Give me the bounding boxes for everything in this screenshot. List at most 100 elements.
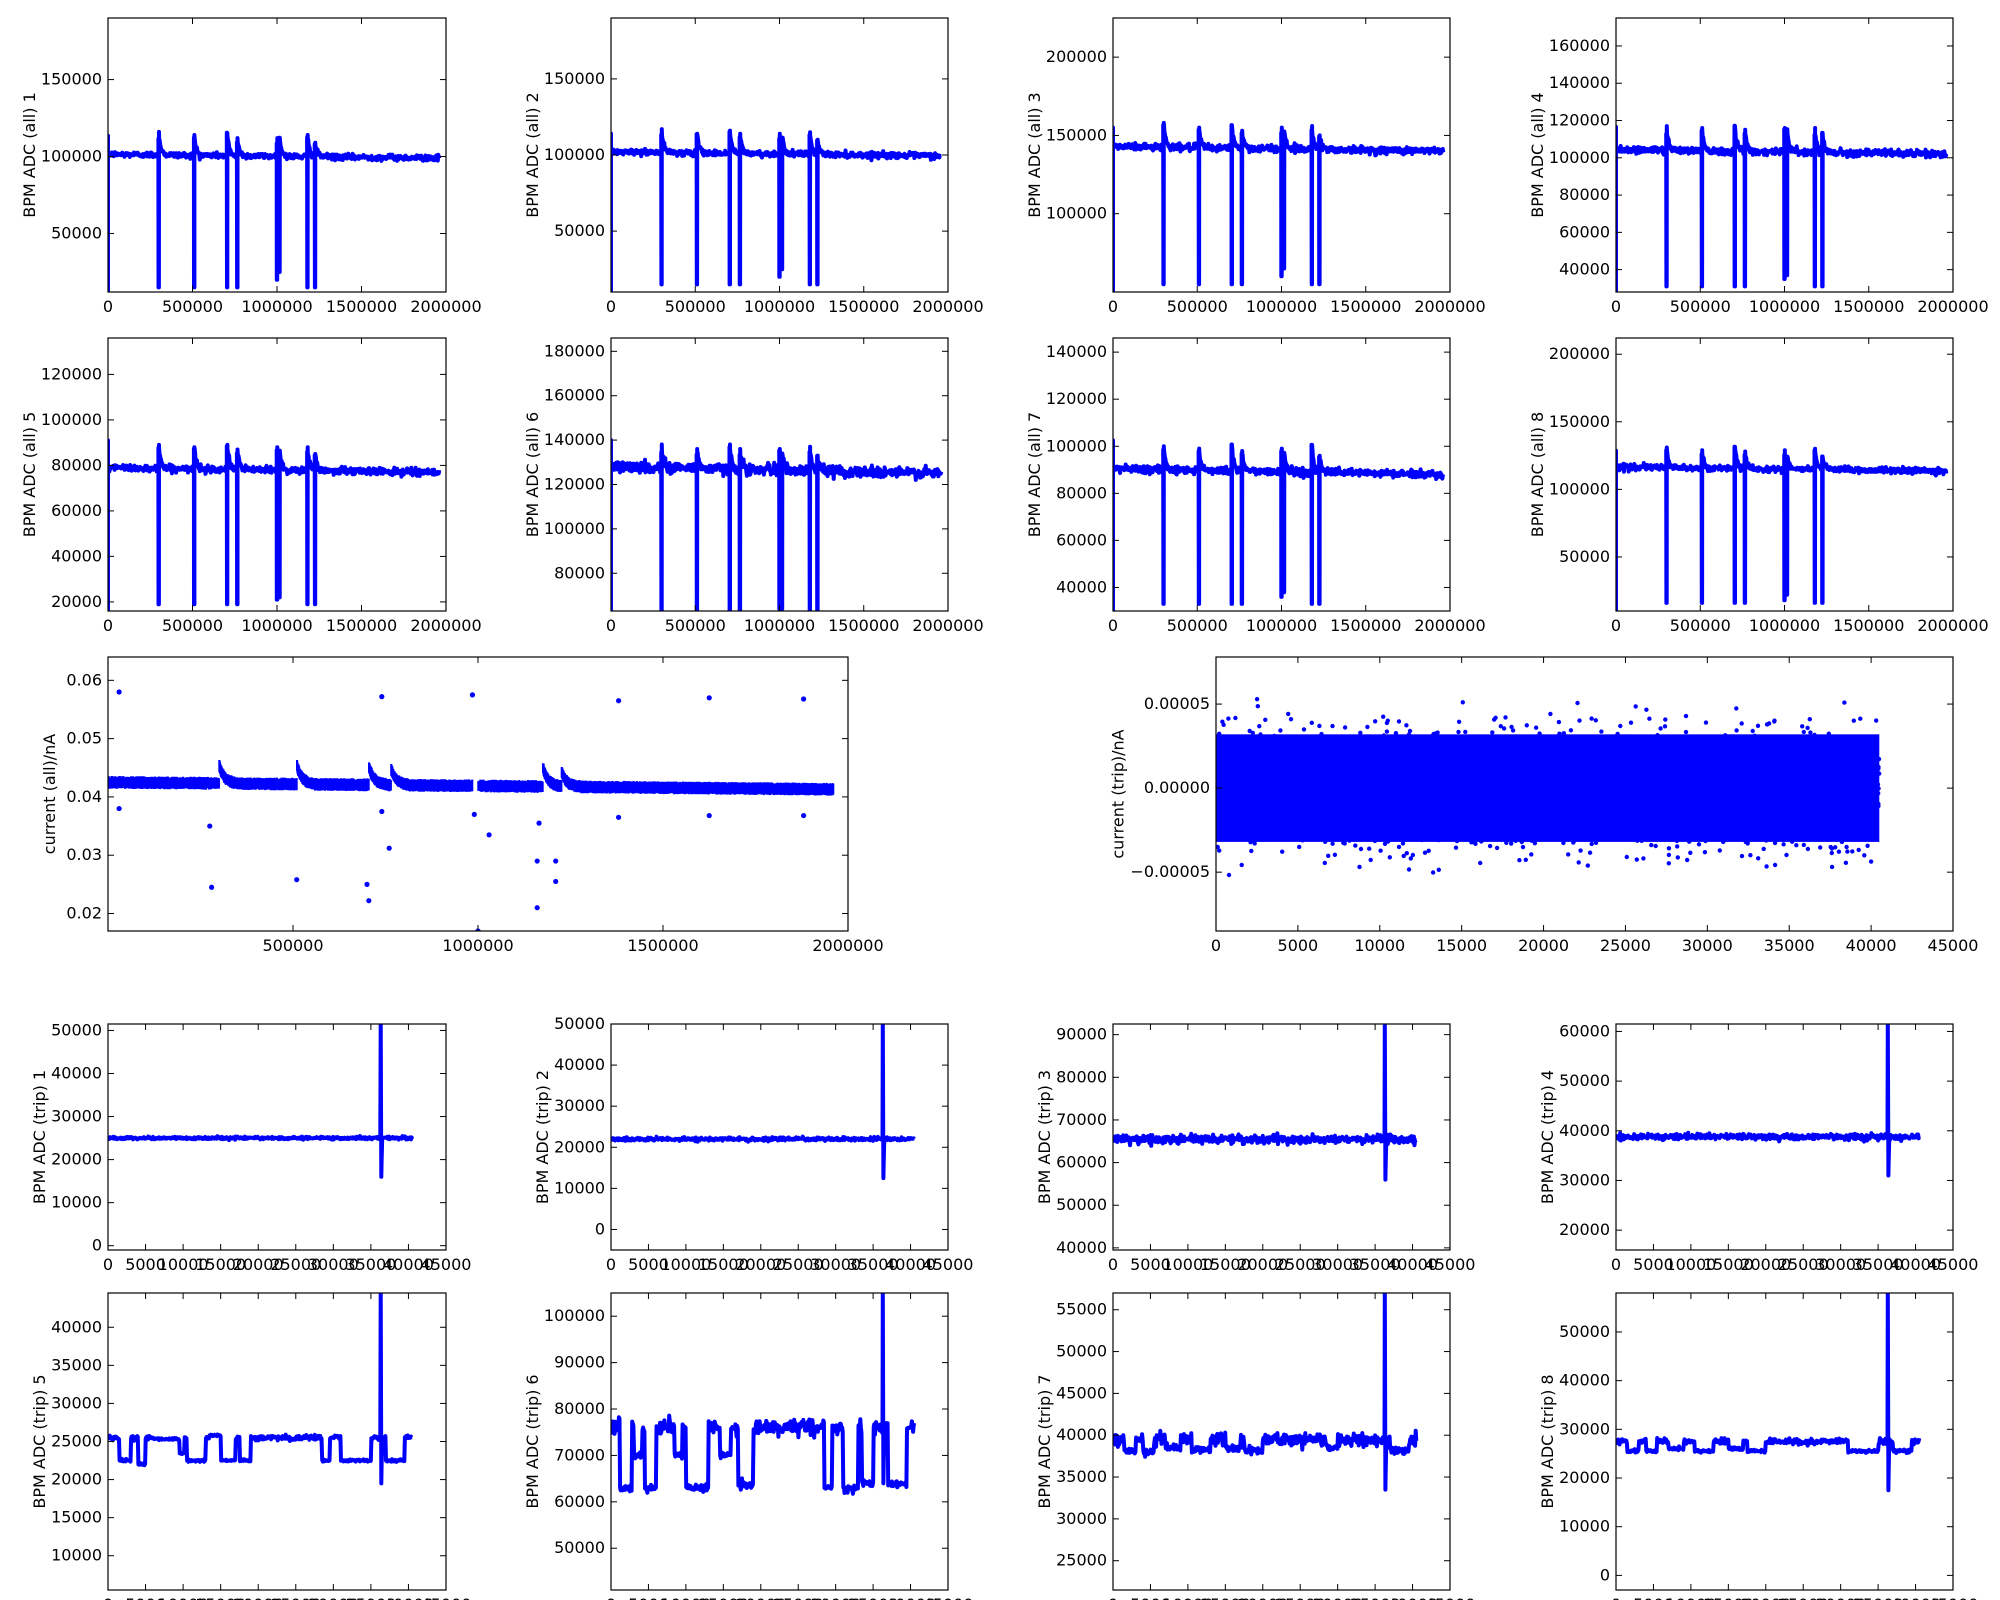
x-tick-label: 2000000	[1917, 616, 1988, 635]
y-tick-label: 100000	[41, 147, 102, 166]
outlier-point	[553, 879, 558, 884]
y-tick-label: 100000	[544, 1306, 605, 1325]
y-axis-label: current (all)/nA	[40, 734, 59, 855]
y-tick-label: 0.02	[66, 904, 102, 923]
y-tick-label: 50000	[1559, 547, 1610, 566]
y-tick-label: 40000	[1056, 1238, 1107, 1257]
x-tick-label: 1000000	[241, 297, 312, 316]
y-tick-label: 40000	[1056, 577, 1107, 596]
x-tick-label: 40000	[1846, 936, 1897, 955]
y-axis-label: BPM ADC (trip) 2	[533, 1070, 552, 1204]
x-tick-label: 500000	[162, 616, 223, 635]
y-tick-label: 100000	[544, 519, 605, 538]
x-tick-label: 2000000	[1917, 297, 1988, 316]
y-tick-label: 40000	[1056, 1425, 1107, 1444]
x-tick-label: 0	[606, 1595, 616, 1600]
y-tick-label: 50000	[1056, 1195, 1107, 1214]
y-tick-label: 60000	[1056, 530, 1107, 549]
y-axis-label: BPM ADC (all) 7	[1025, 412, 1044, 537]
y-tick-label: 150000	[1549, 412, 1610, 431]
y-tick-label: 50000	[51, 224, 102, 243]
x-tick-label: 0	[1611, 1255, 1621, 1274]
y-tick-label: 40000	[51, 1317, 102, 1336]
y-tick-label: 60000	[51, 501, 102, 520]
x-tick-label: 20000	[1518, 936, 1569, 955]
x-tick-label: 0	[606, 616, 616, 635]
y-tick-label: 70000	[554, 1445, 605, 1464]
outlier-point	[117, 689, 122, 694]
y-tick-label: 10000	[1559, 1517, 1610, 1536]
outlier-point	[487, 832, 492, 837]
y-tick-label: 140000	[1046, 342, 1107, 361]
y-tick-label: 160000	[1549, 36, 1610, 55]
y-tick-label: 200000	[1046, 47, 1107, 66]
x-tick-label: 45000	[923, 1255, 974, 1274]
y-axis-label: BPM ADC (trip) 4	[1538, 1070, 1557, 1204]
outlier-point	[616, 815, 621, 820]
x-tick-label: 0	[103, 1595, 113, 1600]
y-tick-label: 30000	[51, 1107, 102, 1126]
x-tick-label: 45000	[1425, 1255, 1476, 1274]
y-tick-label: 100000	[544, 145, 605, 164]
x-tick-label: 1500000	[1330, 616, 1401, 635]
y-tick-label: 0.00005	[1144, 694, 1210, 713]
outlier-point	[801, 813, 806, 818]
outlier-point	[387, 846, 392, 851]
y-axis-label: BPM ADC (all) 3	[1025, 92, 1044, 217]
y-tick-label: 100000	[1549, 148, 1610, 167]
x-tick-label: 1000000	[1246, 616, 1317, 635]
y-tick-label: 100000	[41, 410, 102, 429]
x-tick-label: 10000	[1354, 936, 1405, 955]
x-tick-label: 1000000	[1246, 297, 1317, 316]
x-tick-label: 1500000	[627, 936, 698, 955]
x-tick-label: 1500000	[828, 297, 899, 316]
y-axis-label: BPM ADC (all) 1	[20, 92, 39, 217]
y-tick-label: 100000	[1046, 204, 1107, 223]
y-tick-label: 20000	[51, 592, 102, 611]
x-tick-label: 2000000	[1414, 297, 1485, 316]
x-tick-label: 0	[1108, 616, 1118, 635]
outlier-point	[707, 695, 712, 700]
y-tick-label: 60000	[1559, 222, 1610, 241]
outlier-point	[294, 877, 299, 882]
x-tick-label: 15000	[1436, 936, 1487, 955]
y-tick-label: 20000	[554, 1137, 605, 1156]
y-tick-label: −0.00005	[1130, 862, 1210, 881]
y-tick-label: 10000	[554, 1178, 605, 1197]
x-tick-label: 0	[1108, 1595, 1118, 1600]
outlier-point	[553, 858, 558, 863]
y-tick-label: 150000	[41, 70, 102, 89]
y-tick-label: 50000	[1056, 1342, 1107, 1361]
y-tick-label: 40000	[1559, 1371, 1610, 1390]
x-tick-label: 45000	[1928, 1595, 1979, 1600]
outlier-point	[536, 821, 541, 826]
y-tick-label: 45000	[1056, 1383, 1107, 1402]
outlier-point	[209, 885, 214, 890]
y-axis-label: BPM ADC (trip) 6	[523, 1374, 542, 1508]
y-tick-label: 150000	[1046, 125, 1107, 144]
x-tick-label: 500000	[162, 297, 223, 316]
x-tick-label: 2000000	[1414, 616, 1485, 635]
x-tick-label: 0	[1611, 1595, 1621, 1600]
x-tick-label: 1500000	[326, 616, 397, 635]
y-tick-label: 80000	[51, 455, 102, 474]
x-tick-label: 500000	[262, 936, 323, 955]
y-tick-label: 0	[92, 1236, 102, 1255]
outlier-point	[616, 698, 621, 703]
outlier-point	[207, 823, 212, 828]
outlier-point	[379, 809, 384, 814]
y-tick-label: 40000	[1559, 1121, 1610, 1140]
y-tick-label: 40000	[51, 1064, 102, 1083]
dense-core	[1216, 734, 1879, 842]
x-tick-label: 1500000	[1833, 616, 1904, 635]
y-tick-label: 60000	[1559, 1021, 1610, 1040]
outlier-point	[472, 812, 477, 817]
x-tick-label: 1500000	[326, 297, 397, 316]
x-tick-label: 1000000	[744, 616, 815, 635]
y-tick-label: 15000	[51, 1508, 102, 1527]
x-tick-label: 0	[1108, 1255, 1118, 1274]
outlier-point	[535, 905, 540, 910]
y-tick-label: 90000	[1056, 1025, 1107, 1044]
x-tick-label: 2000000	[912, 297, 983, 316]
